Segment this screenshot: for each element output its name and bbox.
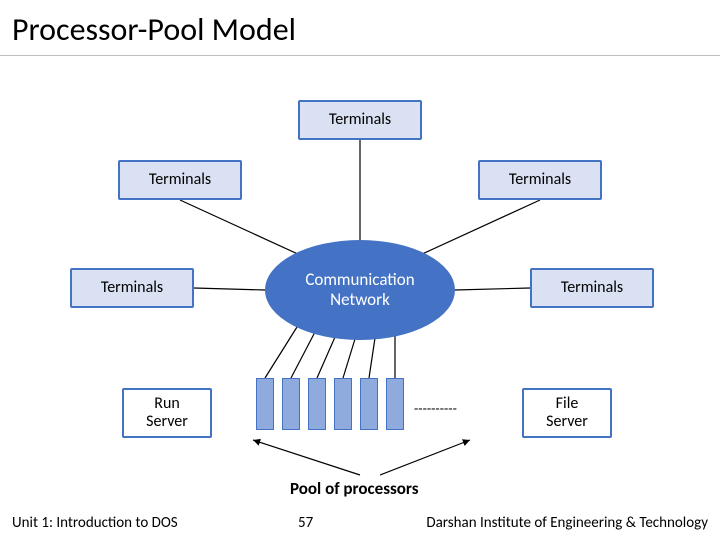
- ellipsis-dots: ----------: [414, 400, 457, 417]
- processor: [256, 378, 274, 430]
- terminal-box: Terminals: [530, 268, 654, 308]
- footer-left: Unit 1: Introduction to DOS: [12, 514, 178, 532]
- page-number: 57: [298, 514, 313, 532]
- processor: [386, 378, 404, 430]
- terminal-box: Terminals: [478, 160, 602, 200]
- footer-right: Darshan Institute of Engineering & Techn…: [426, 514, 708, 532]
- processor: [282, 378, 300, 430]
- pool-label: Pool of processors: [290, 478, 419, 499]
- page-title: Processor-Pool Model: [0, 0, 720, 56]
- processor: [360, 378, 378, 430]
- run-server-box: RunServer: [122, 388, 212, 438]
- terminal-box: Terminals: [118, 160, 242, 200]
- terminal-box: Terminals: [70, 268, 194, 308]
- file-server-box: FileServer: [522, 388, 612, 438]
- processor: [308, 378, 326, 430]
- terminal-box: Terminals: [298, 100, 422, 140]
- communication-network: CommunicationNetwork: [265, 240, 455, 340]
- processor: [334, 378, 352, 430]
